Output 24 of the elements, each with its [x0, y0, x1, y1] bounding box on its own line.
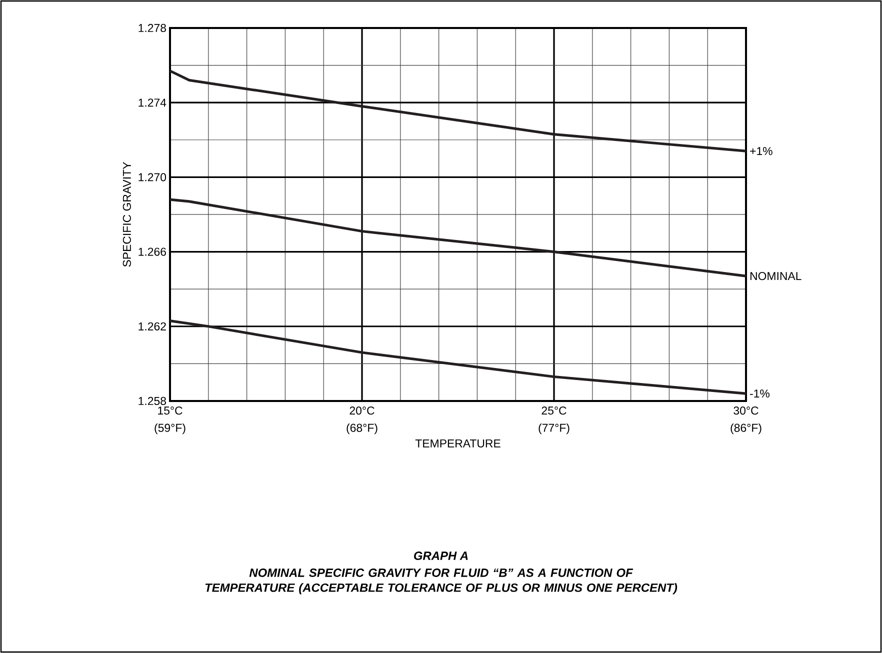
y-tick-label: 1.262 — [138, 322, 166, 330]
line-series — [168, 70, 748, 152]
x2-tick-label: (77°F) — [538, 424, 570, 434]
x2-tick-label: (68°F) — [346, 424, 378, 434]
y-tick-label: 1.266 — [138, 248, 166, 256]
series-label: -1% — [750, 390, 770, 398]
text: GRAPH A — [414, 552, 468, 560]
y-tick-label: 1.274 — [138, 98, 166, 107]
x-tick-label: 25°C — [542, 406, 566, 415]
x2-tick-label: (59°F) — [154, 424, 186, 434]
y-tick-label: 1.270 — [138, 173, 166, 182]
x-tick-label: 30°C — [734, 406, 758, 415]
x2-tick-label: (86°F) — [730, 424, 762, 434]
x-tick-label: 20°C — [350, 406, 374, 415]
series-label: NOMINAL — [750, 272, 802, 280]
line-series — [168, 198, 748, 278]
series-label: +1% — [750, 147, 772, 156]
y-axis-title: SPECIFIC GRAVITY — [122, 162, 131, 267]
line-series — [168, 319, 748, 395]
x-axis-title: TEMPERATURE — [415, 439, 500, 448]
y-tick-label: 1.258 — [138, 396, 166, 406]
x-tick-label: 15°C — [158, 406, 182, 415]
text: NOMINAL SPECIFIC GRAVITY FOR FLUID “B” AS A FUNCTION OF TEMPERATURE (ACCEPTABLE TOLERANCE OF PLUS OR MINUS ONE PERCENT) — [205, 568, 678, 594]
y-tick-label: 1.278 — [138, 24, 166, 32]
